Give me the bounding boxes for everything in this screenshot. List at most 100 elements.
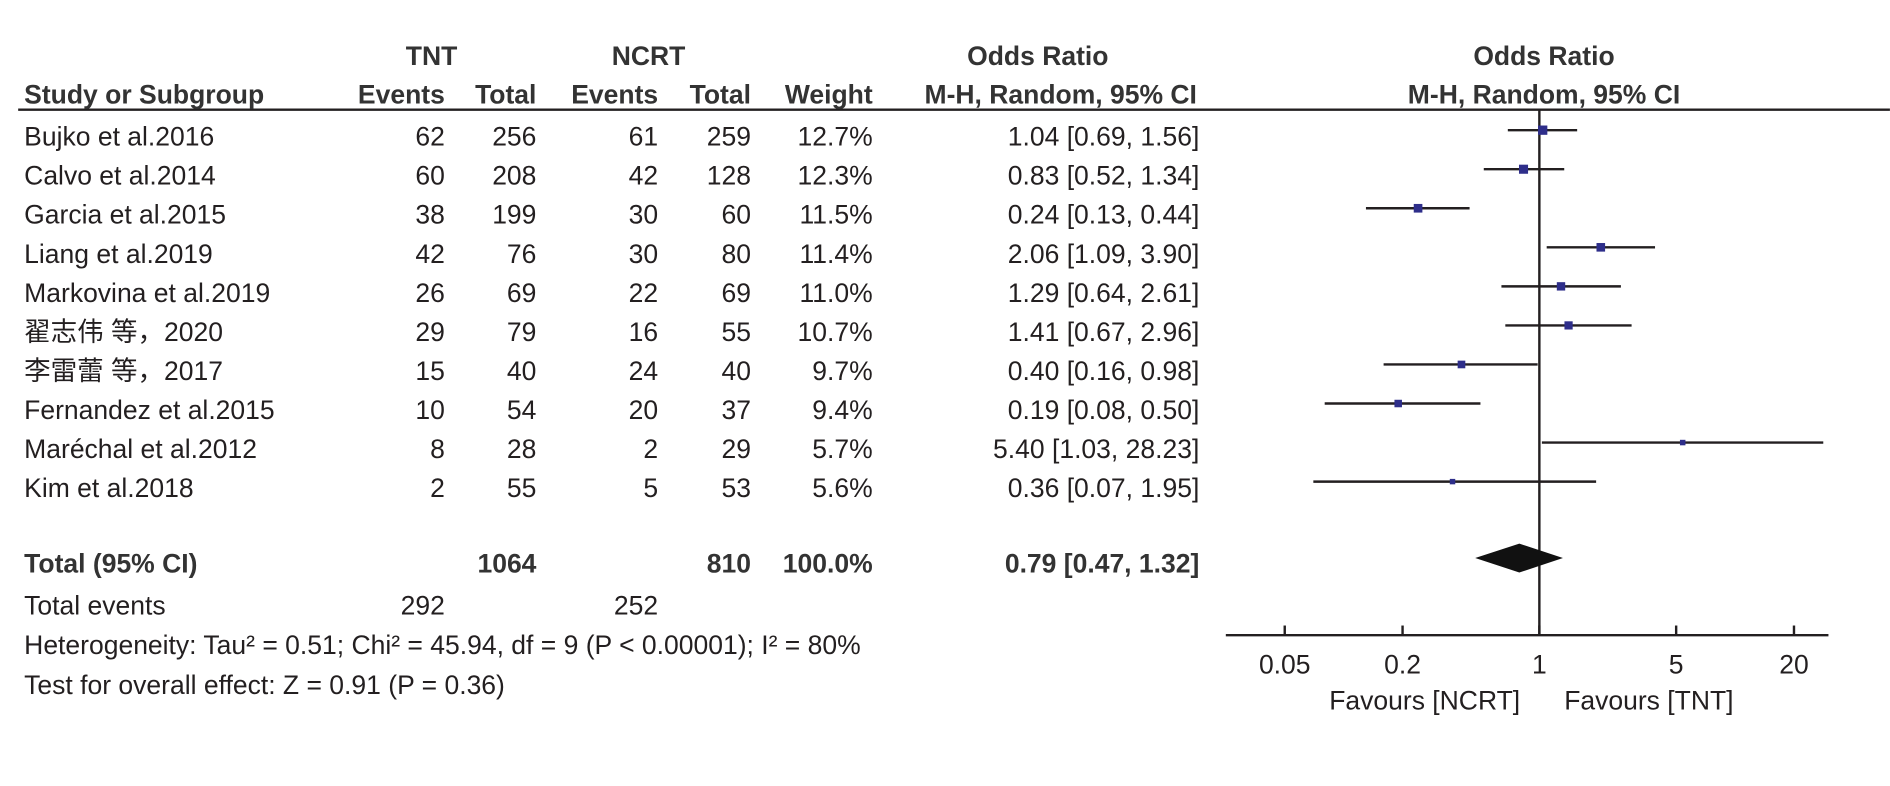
events2: 2: [643, 434, 658, 464]
x-tick-label: 0.2: [1384, 650, 1421, 680]
events1: 8: [430, 434, 445, 464]
total1: 208: [492, 161, 536, 191]
study-name: Bujko et al.2016: [24, 122, 214, 152]
total-events1: 292: [401, 590, 445, 620]
overall-effect: Test for overall effect: Z = 0.91 (P = 0…: [24, 670, 505, 700]
events2: 42: [629, 161, 658, 191]
study-name: Kim et al.2018: [24, 473, 193, 503]
study-name: 李雷蕾 等，2017: [24, 356, 223, 386]
events2-header: Events: [571, 79, 658, 109]
summary-diamond: [1475, 543, 1563, 573]
effect-label: 1.04 [0.69, 1.56]: [1008, 122, 1200, 152]
total-label: Total (95% CI): [24, 548, 197, 578]
study-name: Garcia et al.2015: [24, 200, 226, 230]
x-tick-label: 0.05: [1259, 650, 1311, 680]
effect-label: 0.83 [0.52, 1.34]: [1008, 161, 1200, 191]
total1: 40: [507, 356, 536, 386]
events2: 16: [629, 317, 658, 347]
events1: 42: [415, 239, 444, 269]
total-effect: 0.79 [0.47, 1.32]: [1005, 548, 1199, 578]
total2: 259: [707, 122, 751, 152]
study-name: Markovina et al.2019: [24, 278, 270, 308]
total-events-label: Total events: [24, 590, 165, 620]
events1-header: Events: [358, 79, 445, 109]
total1: 54: [507, 395, 536, 425]
effect-label: 2.06 [1.09, 3.90]: [1008, 239, 1200, 269]
effect-label: 5.40 [1.03, 28.23]: [993, 434, 1199, 464]
events1: 10: [415, 395, 444, 425]
total1: 79: [507, 317, 536, 347]
method-header: M-H, Random, 95% CI: [925, 79, 1197, 109]
effect-square: [1556, 282, 1566, 291]
x-tick-label: 20: [1779, 650, 1808, 680]
events1: 29: [415, 317, 444, 347]
events2: 20: [629, 395, 658, 425]
study-name: Fernandez et al.2015: [24, 395, 274, 425]
effect-header: Odds Ratio: [967, 41, 1108, 71]
events2: 5: [643, 473, 658, 503]
total2: 55: [721, 317, 750, 347]
total1: 256: [492, 122, 536, 152]
total2: 69: [721, 278, 750, 308]
weight: 9.7%: [812, 356, 872, 386]
weight: 12.3%: [798, 161, 873, 191]
effect-label: 0.24 [0.13, 0.44]: [1008, 200, 1200, 230]
events1: 26: [415, 278, 444, 308]
total1: 28: [507, 434, 536, 464]
events1: 62: [415, 122, 444, 152]
effect-square: [1457, 360, 1466, 369]
effect-square: [1679, 439, 1686, 446]
weight: 10.7%: [798, 317, 873, 347]
total1: 76: [507, 239, 536, 269]
effect-square: [1564, 321, 1573, 330]
weight: 9.4%: [812, 395, 872, 425]
total1-header: Total: [475, 79, 536, 109]
events2: 24: [629, 356, 658, 386]
events2: 61: [629, 122, 658, 152]
total2: 128: [707, 161, 751, 191]
effect-label: 0.40 [0.16, 0.98]: [1008, 356, 1200, 386]
total2: 37: [721, 395, 750, 425]
weight: 11.4%: [800, 239, 873, 269]
events1: 2: [430, 473, 445, 503]
total2: 29: [721, 434, 750, 464]
total1: 55: [507, 473, 536, 503]
effect-square: [1394, 399, 1402, 408]
total-events2: 252: [614, 590, 658, 620]
effect-square: [1449, 478, 1456, 485]
heterogeneity: Heterogeneity: Tau² = 0.51; Chi² = 45.94…: [24, 630, 861, 660]
events1: 38: [415, 200, 444, 230]
weight: 5.7%: [812, 434, 872, 464]
effect-square: [1413, 203, 1423, 213]
total2-header: Total: [690, 79, 751, 109]
total1: 69: [507, 278, 536, 308]
effect-label: 0.19 [0.08, 0.50]: [1008, 395, 1200, 425]
effect-label: 1.29 [0.64, 2.61]: [1008, 278, 1200, 308]
plot-effect-header: Odds Ratio: [1473, 41, 1614, 71]
favours-right: Favours [TNT]: [1564, 686, 1733, 716]
effect-square: [1538, 125, 1548, 135]
weight-header: Weight: [785, 79, 873, 109]
total2: 810: [707, 548, 751, 578]
group1-header: TNT: [406, 41, 458, 71]
study-name: Liang et al.2019: [24, 239, 213, 269]
total2: 80: [721, 239, 750, 269]
x-tick-label: 1: [1532, 650, 1547, 680]
weight: 11.0%: [800, 278, 873, 308]
effect-label: 1.41 [0.67, 2.96]: [1008, 317, 1200, 347]
total2: 53: [721, 473, 750, 503]
effect-label: 0.36 [0.07, 1.95]: [1008, 473, 1200, 503]
total2: 40: [721, 356, 750, 386]
events2: 22: [629, 278, 658, 308]
study-name: 翟志伟 等，2020: [24, 317, 223, 347]
events2: 30: [629, 239, 658, 269]
weight: 5.6%: [812, 473, 872, 503]
effect-square: [1596, 243, 1606, 252]
study-header: Study or Subgroup: [24, 79, 264, 109]
weight: 12.7%: [798, 122, 873, 152]
total2: 60: [721, 200, 750, 230]
weight: 11.5%: [800, 200, 873, 230]
favours-left: Favours [NCRT]: [1329, 686, 1520, 716]
effect-square: [1518, 164, 1529, 174]
